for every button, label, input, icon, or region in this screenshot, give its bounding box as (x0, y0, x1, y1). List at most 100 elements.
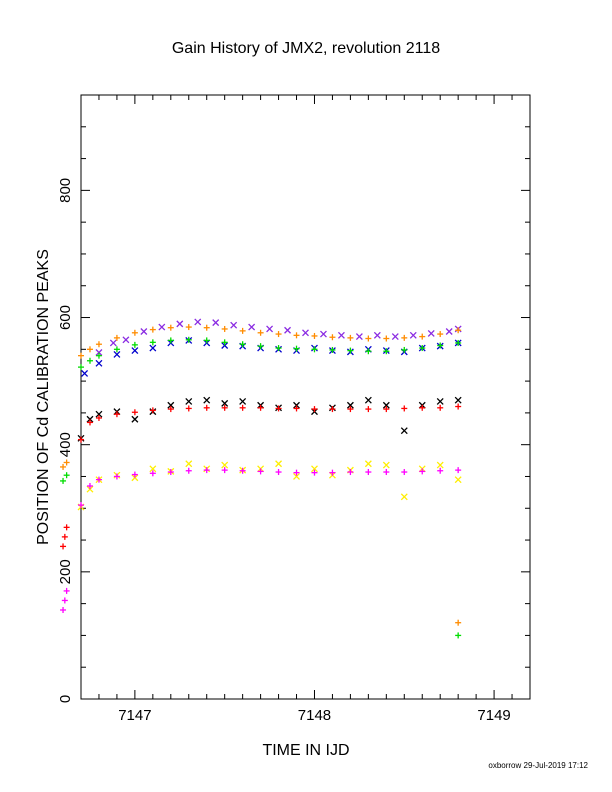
data-point (149, 465, 157, 473)
data-point (185, 324, 192, 331)
data-point (203, 337, 210, 344)
data-point (329, 346, 336, 353)
footer-stamp: oxborrow 29-Jul-2019 17:12 (488, 761, 588, 770)
data-point (329, 469, 336, 476)
data-point (131, 415, 139, 423)
data-point (221, 461, 229, 469)
data-point (167, 406, 174, 413)
data-point (113, 473, 120, 480)
data-point (221, 399, 229, 407)
data-point (337, 331, 345, 339)
data-point (203, 396, 211, 404)
data-point (131, 329, 138, 336)
data-point (60, 463, 67, 470)
series-6 (60, 403, 462, 550)
series-7 (77, 460, 462, 511)
data-point (167, 469, 174, 476)
data-point (63, 524, 70, 531)
data-point (113, 334, 120, 341)
data-point (419, 333, 426, 340)
data-point (149, 339, 156, 346)
series-2 (60, 324, 462, 626)
data-point (437, 342, 444, 349)
data-point (455, 339, 462, 346)
y-tick-label: 200 (57, 559, 74, 584)
data-point (329, 334, 336, 341)
data-point (78, 352, 84, 359)
data-point (401, 405, 408, 412)
data-point (257, 404, 264, 411)
data-point (455, 467, 462, 474)
data-point (78, 436, 84, 443)
data-point (86, 415, 94, 423)
series-3 (81, 336, 462, 377)
data-point (455, 619, 462, 626)
data-point (382, 401, 390, 409)
data-point (311, 469, 318, 476)
data-point (266, 325, 274, 333)
data-point (391, 333, 399, 341)
data-point (355, 333, 363, 341)
data-point (400, 427, 408, 435)
data-point (373, 331, 381, 339)
data-point (221, 404, 228, 411)
data-point (149, 407, 156, 414)
data-point (257, 343, 264, 350)
data-point (275, 405, 282, 412)
data-point (365, 469, 372, 476)
data-point (293, 332, 300, 339)
data-point (329, 406, 336, 413)
data-point (293, 345, 300, 352)
data-points (60, 318, 462, 639)
data-point (63, 587, 70, 594)
data-point (400, 493, 408, 501)
x-tick-label: 7149 (477, 707, 510, 724)
axis-ticks: 0 200 400 600 800 7147 7148 7149 (57, 94, 531, 724)
data-point (194, 318, 202, 326)
data-point (131, 341, 138, 348)
data-point (60, 543, 67, 550)
data-point (365, 406, 372, 413)
data-point (86, 357, 93, 364)
data-point (257, 329, 264, 336)
data-point (275, 345, 282, 352)
data-point (275, 469, 282, 476)
data-point (239, 341, 246, 348)
data-point (427, 329, 435, 337)
data-point (383, 469, 390, 476)
data-point (149, 326, 156, 333)
data-point (203, 467, 210, 474)
data-point (239, 404, 246, 411)
data-point (131, 471, 138, 478)
data-point (221, 339, 228, 346)
data-point (109, 339, 117, 347)
data-point (221, 325, 228, 332)
data-point (311, 465, 318, 473)
data-point (95, 410, 103, 418)
data-point (113, 411, 120, 418)
data-point (61, 597, 68, 604)
data-point (419, 404, 426, 411)
data-point (95, 352, 102, 359)
data-point (293, 401, 300, 409)
data-point (86, 346, 93, 353)
chart-title: Gain History of JMX2, revolution 2118 (172, 40, 440, 57)
data-point (346, 401, 354, 409)
y-axis-label: POSITION OF Cd CALIBRATION PEAKS (35, 249, 52, 545)
data-point (158, 323, 166, 331)
plot-frame (80, 94, 531, 700)
data-point (113, 350, 121, 358)
data-point (419, 345, 426, 352)
data-point (293, 405, 300, 412)
data-point (454, 396, 462, 404)
data-point (311, 346, 318, 353)
data-point (212, 319, 220, 327)
data-point (275, 460, 283, 468)
data-point (437, 467, 444, 474)
y-tick-label: 800 (57, 178, 74, 203)
data-point (401, 346, 408, 353)
data-point (311, 332, 318, 339)
data-point (131, 474, 139, 482)
data-point (167, 324, 174, 331)
